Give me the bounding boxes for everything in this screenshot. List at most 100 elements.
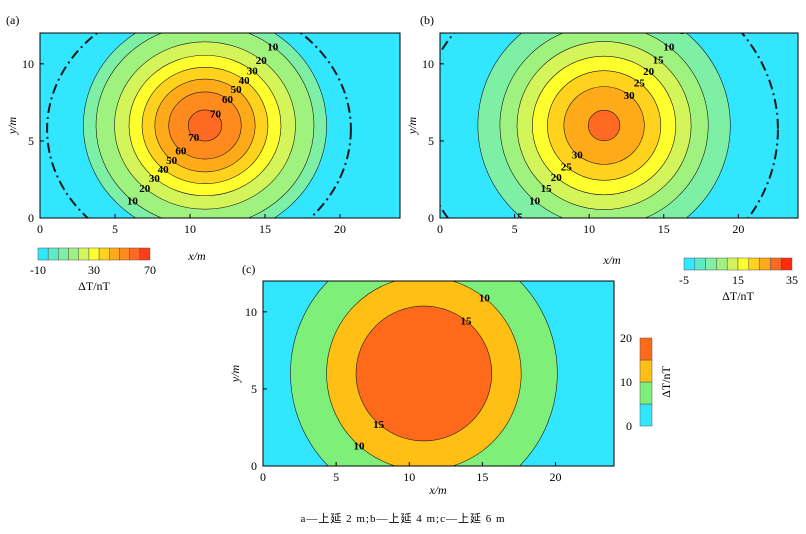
- contour-label: 30: [624, 90, 636, 102]
- figure-caption: a—上延 2 m;b—上延 4 m;c—上延 6 m: [300, 513, 506, 525]
- contour-label: 5: [504, 265, 510, 277]
- x-tick-label: 0: [437, 222, 443, 236]
- colorbar-swatch: [68, 247, 79, 261]
- y-tick-label: 5: [251, 382, 257, 396]
- colorbar-label: ΔT/nT: [722, 289, 754, 303]
- contour-label: 20: [256, 55, 268, 67]
- x-tick-label: 5: [112, 222, 118, 236]
- x-tick-label: 15: [658, 222, 670, 236]
- colorbar: 0 10 20 ΔT/nT: [620, 331, 673, 433]
- contour-label: 70: [188, 132, 200, 144]
- x-tick-label: 15: [476, 470, 488, 484]
- y-tick-label: 10: [22, 57, 34, 71]
- x-axis-label: x/m: [602, 253, 621, 267]
- colorbar-label: ΔT/nT: [659, 365, 673, 397]
- colorbar-swatch: [119, 247, 130, 261]
- contour-level-35: [587, 109, 621, 142]
- contour-label: 10: [663, 42, 675, 54]
- y-axis-label: y/m: [228, 365, 242, 384]
- contour-label: 20: [643, 66, 655, 78]
- x-tick-label: 10: [403, 470, 415, 484]
- colorbar-tick-label: 0: [626, 419, 632, 433]
- contour-label: 25: [561, 161, 573, 173]
- contour-label: 15: [373, 419, 385, 431]
- colorbar-tick-label: 15: [732, 273, 744, 287]
- y-tick-label: 0: [251, 459, 257, 473]
- colorbar-swatch: [88, 247, 100, 261]
- panel-label: (b): [420, 13, 434, 27]
- colorbar-swatch: [683, 257, 696, 271]
- contour-label: 15: [653, 55, 665, 67]
- contour-label: 30: [572, 149, 584, 161]
- colorbar-swatch: [98, 247, 110, 261]
- contour-label: 5: [517, 211, 523, 223]
- contour-label: 10: [354, 441, 366, 453]
- colorbar-swatch: [639, 381, 653, 405]
- colorbar-tick-label: 70: [144, 263, 156, 277]
- y-axis-label: y/m: [5, 117, 19, 136]
- contour-label: 40: [158, 164, 170, 176]
- colorbar-tick-label: -5: [679, 273, 689, 287]
- colorbar-swatch: [705, 257, 717, 271]
- colorbar-tick-label: 20: [620, 331, 632, 345]
- colorbar-swatch: [58, 247, 69, 261]
- colorbar-tick-label: 30: [88, 263, 100, 277]
- contour-label: 15: [461, 316, 473, 328]
- contour-label: 30: [247, 65, 259, 77]
- contour-label: 40: [239, 75, 251, 87]
- colorbar-swatch: [639, 359, 653, 383]
- plot-frame: [39, 32, 401, 219]
- colorbar-swatch: [780, 257, 793, 271]
- colorbar-swatch: [639, 403, 653, 427]
- plot-frame: [439, 32, 799, 219]
- contour-label: 10: [127, 196, 139, 208]
- x-axis-label: x/m: [428, 483, 447, 497]
- colorbar-tick-label: 10: [620, 375, 632, 389]
- colorbar-label: ΔT/nT: [78, 279, 110, 293]
- colorbar-swatch: [47, 247, 59, 261]
- contour-label: 10: [267, 42, 279, 54]
- colorbar-swatch: [759, 257, 771, 271]
- x-tick-label: 20: [334, 222, 346, 236]
- contour-label: 20: [139, 183, 151, 195]
- y-tick-label: 10: [245, 305, 257, 319]
- x-tick-label: 10: [583, 222, 595, 236]
- x-tick-label: 10: [184, 222, 196, 236]
- y-tick-label: 5: [428, 134, 434, 148]
- contour-level-0: [46, 33, 352, 218]
- colorbar-swatch: [139, 247, 151, 261]
- contour-label: 20: [551, 172, 563, 184]
- colorbar-swatch: [737, 257, 750, 271]
- x-tick-label: 5: [333, 470, 339, 484]
- colorbar-swatch: [109, 247, 120, 261]
- contour-label: 15: [541, 183, 553, 195]
- contour-label: 50: [166, 155, 178, 167]
- contour-label: 25: [634, 78, 646, 90]
- colorbar-swatch: [726, 257, 739, 271]
- x-tick-label: 0: [37, 222, 43, 236]
- colorbar-swatch: [78, 247, 90, 261]
- x-tick-label: 15: [259, 222, 271, 236]
- contour-level-0: [440, 33, 779, 218]
- contour-level-15: [355, 305, 493, 442]
- colorbar-swatch: [716, 257, 728, 271]
- contour-label: 5: [680, 25, 686, 37]
- contour-label: 60: [175, 145, 187, 157]
- colorbar-swatch: [770, 257, 782, 271]
- colorbar: -5 15 35 ΔT/nT: [679, 257, 798, 303]
- contour-level-70: [187, 109, 223, 142]
- colorbar-swatch: [694, 257, 706, 271]
- panel-label: (c): [242, 262, 255, 276]
- contour-label: 10: [479, 293, 491, 305]
- contour-label: 60: [222, 94, 234, 106]
- colorbar-swatch: [748, 257, 760, 271]
- contour-label: 50: [231, 84, 243, 96]
- x-tick-label: 0: [260, 470, 266, 484]
- colorbar: -10 30 70 ΔT/nT: [30, 247, 156, 293]
- x-axis-label: x/m: [187, 249, 206, 263]
